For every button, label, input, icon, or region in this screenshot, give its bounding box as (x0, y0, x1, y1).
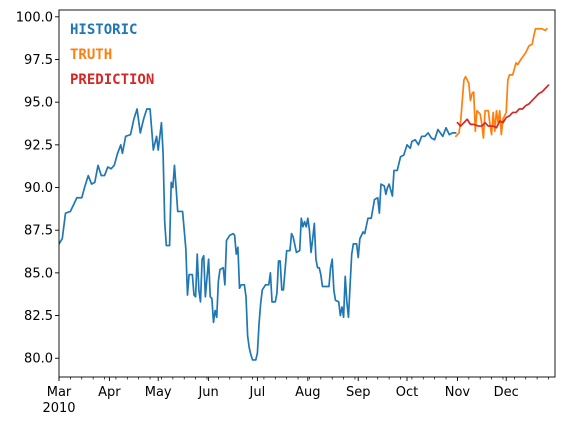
y-tick-label: 90.0 (24, 181, 53, 196)
y-tick-label: 85.0 (24, 266, 53, 281)
y-tick-label: 92.5 (24, 138, 53, 153)
y-tick-label: 97.5 (24, 53, 53, 68)
y-tick-label: 87.5 (24, 224, 53, 239)
y-tick-label: 95.0 (24, 96, 53, 111)
x-tick-label: Apr (98, 385, 121, 400)
x-tick-label: May (145, 385, 172, 400)
x-tick-label: Jun (197, 385, 218, 400)
x-tick-label: Aug (295, 385, 320, 400)
legend-entry-truth: TRUTH (70, 47, 112, 63)
x-tick-label: Oct (396, 385, 418, 400)
y-tick-label: 80.0 (24, 352, 53, 367)
legend-entry-historic: HISTORIC (70, 22, 137, 38)
series-line-prediction (456, 84, 550, 129)
y-axis: 80.0 82.5 85.0 87.5 90.0 92.5 95.0 97.5 100.0 (16, 10, 59, 367)
y-tick-label: 82.5 (24, 309, 53, 324)
x-tick-label: Jul (249, 385, 266, 400)
x-tick-label: Mar (47, 385, 72, 400)
series-line-truth (454, 27, 548, 139)
series-line-historic (59, 108, 457, 361)
x-tick-label: Dec (494, 385, 519, 400)
legend: HISTORIC TRUTH PREDICTION (70, 22, 154, 88)
series-layer (59, 27, 550, 361)
x-tick-label: Sep (346, 385, 371, 400)
x-tick-label: Nov (445, 385, 471, 400)
plot-frame (58, 9, 556, 378)
x-tick-year-label: 2010 (42, 401, 75, 416)
legend-entry-prediction: PREDICTION (70, 72, 154, 88)
y-tick-label: 100.0 (16, 10, 53, 25)
